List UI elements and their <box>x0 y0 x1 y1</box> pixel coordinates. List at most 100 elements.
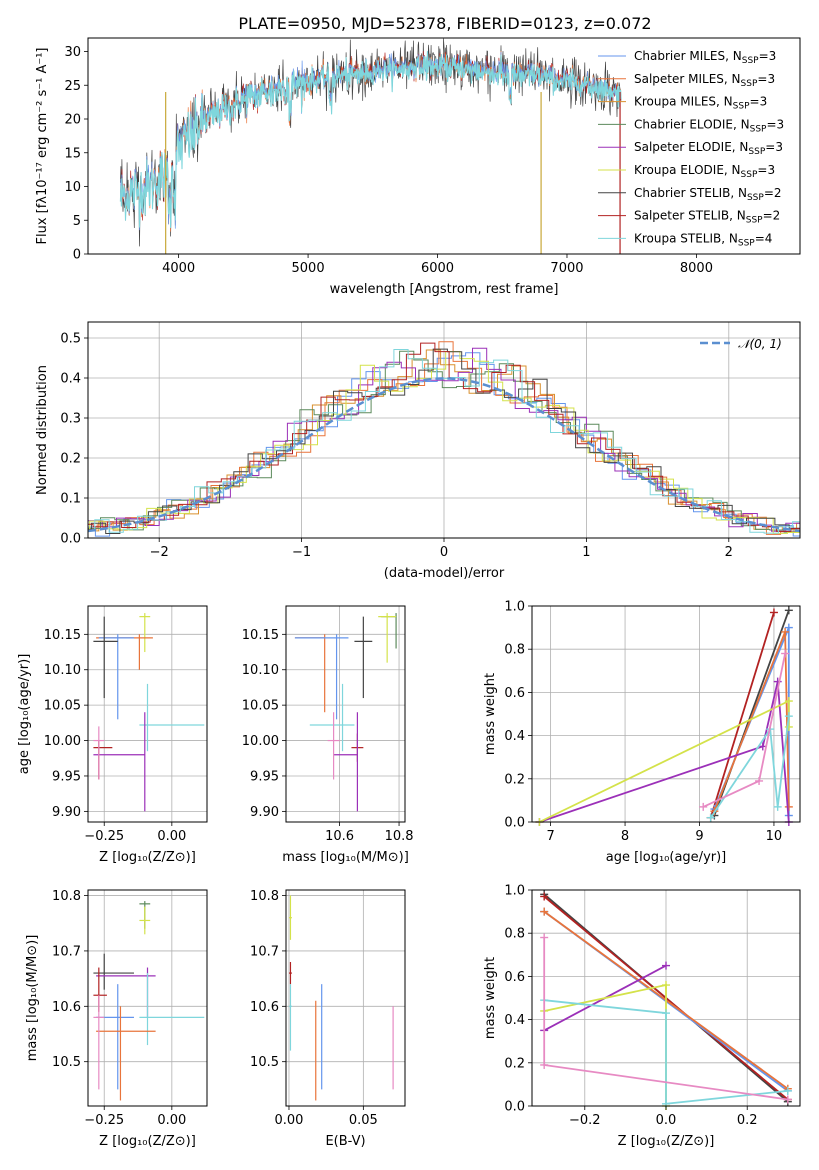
y-tick-label: 0.3 <box>60 412 81 427</box>
histogram-series <box>88 349 800 532</box>
x-tick-label: 0.00 <box>157 1113 186 1128</box>
y-tick-label: 0.8 <box>504 927 525 942</box>
histogram-series <box>88 348 800 534</box>
y-tick-label: 10.5 <box>52 1055 81 1070</box>
y-tick-label: 10.6 <box>250 1000 279 1015</box>
age-vs-Z-panel-data <box>93 613 205 812</box>
y-tick-label: 0.0 <box>504 816 525 831</box>
x-tick-label: −2 <box>150 545 169 560</box>
legend-entry: Chabrier ELODIE, NSSP=3 <box>634 117 784 134</box>
y-axis-label: Normed distribution <box>35 365 50 495</box>
y-tick-label: 0.1 <box>60 492 81 507</box>
spectrum-panel: 4000 5000 6000 7000 8000 0 5 10 15 20 25 30 waveleng… <box>35 37 801 297</box>
x-tick-label: 10 <box>766 829 783 844</box>
legend-entry: Kroupa ELODIE, NSSP=3 <box>634 163 775 180</box>
y-tick-label: 0.2 <box>504 1056 525 1071</box>
y-tick-label: 25 <box>64 79 81 94</box>
y-tick-label: 9.95 <box>250 769 279 784</box>
x-axis-label: Z [log₁₀(Z/Z⊙)] <box>99 850 196 865</box>
y-tick-label: 10.8 <box>52 889 81 904</box>
y-tick-label: 1.0 <box>504 600 525 615</box>
y-tick-label: 10.05 <box>242 699 279 714</box>
x-tick-label: 5000 <box>292 261 325 276</box>
x-tick-label: 0.05 <box>349 1113 378 1128</box>
y-tick-label: 10 <box>64 180 81 195</box>
legend-entry: Salpeter MILES, NSSP=3 <box>634 72 775 89</box>
weight-vs-age-panel: 7 8 9 10 0.0 0.2 0.4 0.6 0.8 1.0 age [log₁₀(age/yr… <box>483 600 801 865</box>
x-tick-label: 1 <box>582 545 590 560</box>
x-axis-label: mass [log₁₀(M/M⊙)] <box>282 850 409 865</box>
y-tick-label: 1.0 <box>504 884 525 899</box>
legend-entry: Kroupa STELIB, NSSP=4 <box>634 231 772 248</box>
legend-entry: Kroupa MILES, NSSP=3 <box>634 95 767 112</box>
axes-frame <box>87 605 208 823</box>
y-tick-label: 0.0 <box>60 532 81 547</box>
axes-frame <box>531 605 801 823</box>
legend-entry: Chabrier MILES, NSSP=3 <box>634 49 776 66</box>
y-tick-label: 0 <box>73 248 81 263</box>
gaussian-curve <box>88 377 800 533</box>
spectrum-line <box>119 51 622 229</box>
mass-vs-ebv-panel-data <box>288 895 394 1101</box>
x-tick-label: 0.2 <box>737 1113 758 1128</box>
x-tick-label: 10.8 <box>385 829 414 844</box>
x-axis-label: (data-model)/error <box>384 566 505 581</box>
y-tick-label: 9.95 <box>52 769 81 784</box>
y-tick-label: 30 <box>64 45 81 60</box>
weight-series <box>544 999 788 1105</box>
x-tick-label: 2 <box>725 545 733 560</box>
y-tick-label: 10.5 <box>250 1055 279 1070</box>
weight-vs-Z-panel: −0.2 0.0 0.2 0.0 0.2 0.4 0.6 0.8 1.0 Z [log₁₀(Z/Z… <box>483 884 801 1149</box>
y-tick-label: 10.00 <box>242 734 279 749</box>
mass-vs-ebv-panel: 0.00 0.05 10.5 10.6 10.7 10.8 E(B-V) <box>250 889 406 1149</box>
x-tick-label: 4000 <box>162 261 195 276</box>
y-tick-label: 10.6 <box>52 1000 81 1015</box>
spectrum-data <box>119 38 622 254</box>
x-tick-label: 10.6 <box>325 829 354 844</box>
weight-series <box>709 612 775 818</box>
x-axis-label: E(B-V) <box>325 1134 365 1149</box>
x-tick-label: 7000 <box>550 261 583 276</box>
y-tick-label: 10.15 <box>242 628 279 643</box>
x-axis-label: Z [log₁₀(Z/Z⊙)] <box>99 1134 196 1149</box>
y-tick-label: 10.00 <box>44 734 81 749</box>
y-tick-label: 9.90 <box>250 805 279 820</box>
legend-entry: 𝒩(0, 1) <box>738 337 782 351</box>
figure-title: PLATE=0950, MJD=52378, FIBERID=0123, z=0… <box>238 14 651 33</box>
y-axis-label: mass [log₁₀(M/M⊙)] <box>25 935 40 1062</box>
x-tick-label: 0.00 <box>157 829 186 844</box>
y-tick-label: 10.10 <box>242 663 279 678</box>
y-tick-label: 10.7 <box>52 944 81 959</box>
spectrum-legend: Chabrier MILES, NSSP=3 Salpeter MILES, NS… <box>598 49 784 248</box>
histogram-panel: −2 −1 0 1 2 0.0 0.1 0.2 0.3 0.4 0.5 (data-model)/er… <box>35 321 801 581</box>
legend-entry: Salpeter ELODIE, NSSP=3 <box>634 140 783 157</box>
histogram-data <box>88 341 800 537</box>
histogram-series <box>88 342 800 532</box>
y-tick-label: 5 <box>73 214 81 229</box>
y-axis-label: mass weight <box>483 957 498 1039</box>
y-tick-label: 0.6 <box>504 970 525 985</box>
x-tick-label: 0.00 <box>274 1113 303 1128</box>
histogram-series <box>88 347 800 533</box>
y-tick-label: 0.2 <box>60 452 81 467</box>
y-tick-label: 10.7 <box>250 944 279 959</box>
x-axis-label: wavelength [Angstrom, rest frame] <box>330 282 559 297</box>
y-tick-label: 0.5 <box>60 332 81 347</box>
y-tick-label: 10.15 <box>44 628 81 643</box>
y-tick-label: 10.10 <box>44 663 81 678</box>
age-vs-mass-panel-data <box>294 613 397 812</box>
weight-series <box>539 681 790 823</box>
y-tick-label: 10.05 <box>44 699 81 714</box>
x-tick-label: −1 <box>292 545 311 560</box>
axes-frame <box>285 605 406 823</box>
x-tick-label: −0.25 <box>84 829 124 844</box>
legend-entry: Salpeter STELIB, NSSP=2 <box>634 209 780 226</box>
age-vs-mass-panel: 10.6 10.8 9.90 9.95 10.00 10.05 10.10 10.15 mass… <box>242 605 414 865</box>
x-tick-label: 0 <box>440 545 448 560</box>
y-tick-label: 0.0 <box>504 1100 525 1115</box>
x-tick-label: 6000 <box>421 261 454 276</box>
y-tick-label: 10.8 <box>250 889 279 904</box>
x-tick-label: 0.0 <box>656 1113 677 1128</box>
x-tick-label: 9 <box>695 829 703 844</box>
